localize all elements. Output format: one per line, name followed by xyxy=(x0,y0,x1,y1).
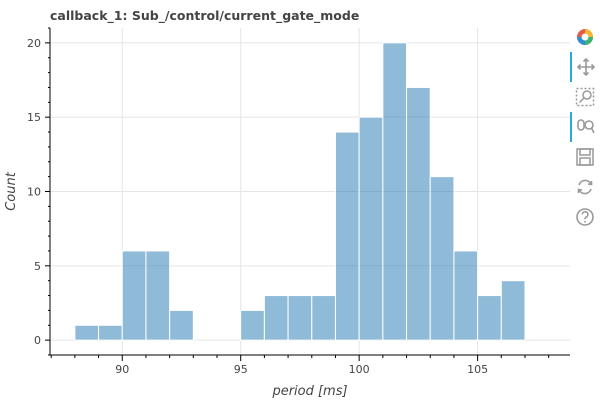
pan-icon[interactable] xyxy=(570,52,600,82)
histogram-bar xyxy=(358,116,384,341)
histogram-bar xyxy=(240,309,265,341)
x-tick-label: 105 xyxy=(467,363,488,376)
plot-toolbar xyxy=(570,22,600,242)
chart-title: callback_1: Sub_/control/current_gate_mo… xyxy=(50,8,360,23)
y-tick-label: 5 xyxy=(34,260,41,273)
x-tick-label: 90 xyxy=(115,363,129,376)
y-tick-label: 20 xyxy=(27,37,41,50)
y-tick-label: 10 xyxy=(27,186,41,199)
x-axis-label: period [ms] xyxy=(271,384,347,399)
histogram-bar xyxy=(311,295,336,341)
histogram-bar xyxy=(406,86,431,341)
help-icon[interactable] xyxy=(570,202,600,232)
histogram-bar xyxy=(263,295,289,341)
histogram-bar xyxy=(477,295,502,341)
histogram-bar xyxy=(98,324,123,341)
box-zoom-icon[interactable] xyxy=(570,82,600,112)
y-tick-label: 15 xyxy=(27,111,41,124)
histogram-bar xyxy=(287,295,313,341)
histogram-bar xyxy=(429,176,455,341)
histogram-bar xyxy=(334,131,360,341)
x-tick-label: 95 xyxy=(234,363,248,376)
x-tick-label: 100 xyxy=(349,363,370,376)
histogram-bar xyxy=(382,42,408,341)
save-icon[interactable] xyxy=(570,142,600,172)
histogram-bar xyxy=(74,324,100,341)
bokeh-logo-icon[interactable] xyxy=(570,22,600,52)
reset-icon[interactable] xyxy=(570,172,600,202)
y-axis-label: Count xyxy=(4,171,19,211)
histogram-bar xyxy=(453,250,479,341)
wheel-zoom-icon[interactable] xyxy=(570,112,600,142)
histogram-bar xyxy=(500,280,526,341)
histogram-bar xyxy=(169,309,194,341)
histogram-bars xyxy=(74,42,526,341)
y-tick-label: 0 xyxy=(34,334,41,347)
histogram-bar xyxy=(121,250,147,341)
histogram-chart[interactable]: 0 5 10 15 20 90 95 100 105 period [ms] Count xyxy=(0,0,570,400)
axes: 0 5 10 15 20 90 95 100 105 xyxy=(27,27,570,376)
histogram-bar xyxy=(145,250,171,341)
